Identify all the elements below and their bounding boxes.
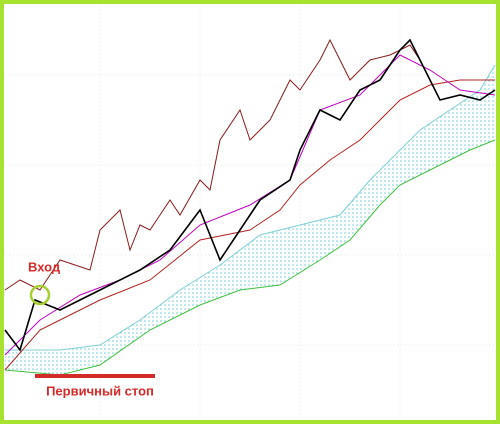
series-line [4, 38, 421, 291]
entry-marker [29, 284, 51, 306]
series-line [5, 64, 496, 351]
series-line [4, 139, 496, 376]
series-line [4, 38, 496, 352]
entry-label: Вход [28, 259, 61, 274]
plot [4, 38, 496, 376]
series-line [4, 79, 495, 371]
stop-label: Первичный стоп [46, 383, 154, 398]
